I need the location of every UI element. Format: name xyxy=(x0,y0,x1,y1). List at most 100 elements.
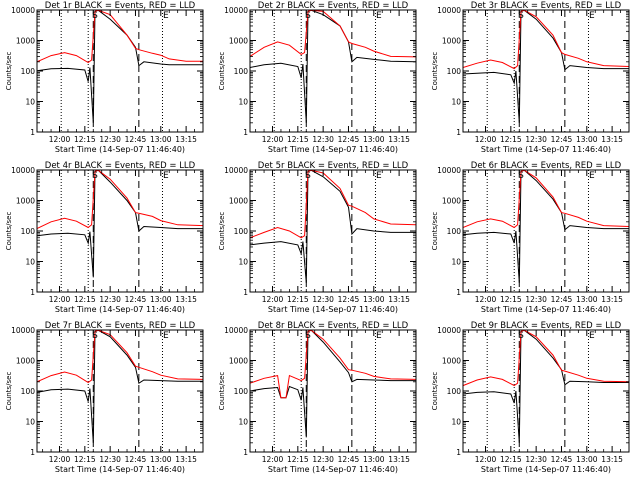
y-tick-label: 1 xyxy=(30,128,35,137)
y-tick-label: 10 xyxy=(451,98,461,107)
y-tick-label: 1 xyxy=(30,448,35,457)
events-series-line xyxy=(250,170,416,283)
x-tick-label: 12:30 xyxy=(525,455,547,464)
x-tick-label: 12:30 xyxy=(99,295,121,304)
y-tick-label: 1000 xyxy=(16,197,35,206)
events-series-line xyxy=(37,330,203,443)
y-tick-label: 1000 xyxy=(442,37,461,46)
x-tick-label: 13:00 xyxy=(363,455,385,464)
plot-frame xyxy=(462,329,630,453)
x-tick-label: 13:15 xyxy=(388,295,410,304)
plot-frame xyxy=(462,9,630,133)
x-tick-label: 13:00 xyxy=(150,455,172,464)
x-axis-label: Start Time (14-Sep-07 11:46:40) xyxy=(55,305,185,314)
events-series-line xyxy=(37,170,203,278)
x-tick-label: 12:45 xyxy=(551,455,573,464)
x-tick-label: 13:15 xyxy=(388,455,410,464)
x-tick-label: 12:45 xyxy=(338,135,360,144)
y-tick-label: 1 xyxy=(456,288,461,297)
x-tick-label: 12:30 xyxy=(312,295,334,304)
x-tick-label: 13:00 xyxy=(150,295,172,304)
plot-frame xyxy=(249,9,417,133)
x-tick-label: 13:15 xyxy=(601,295,623,304)
x-tick-label: 12:15 xyxy=(74,135,96,144)
x-tick-label: 12:15 xyxy=(500,455,522,464)
start-marker: S xyxy=(92,11,98,21)
x-tick-label: 12:00 xyxy=(262,135,284,144)
y-tick-label: 100 xyxy=(21,227,36,236)
y-tick-label: 1000 xyxy=(229,37,248,46)
events-series-line xyxy=(463,170,629,283)
start-marker: S xyxy=(92,171,98,181)
x-tick-label: 13:15 xyxy=(388,135,410,144)
y-tick-label: 10000 xyxy=(437,326,461,335)
x-tick-label: 12:00 xyxy=(49,295,71,304)
x-tick-label: 12:00 xyxy=(475,295,497,304)
lld-series-line xyxy=(37,170,203,230)
y-axis-label: Counts/sec xyxy=(5,372,13,411)
x-tick-label: 13:15 xyxy=(175,455,197,464)
x-tick-label: 12:15 xyxy=(287,295,309,304)
x-tick-label: 12:30 xyxy=(525,135,547,144)
y-axis-label: Counts/sec xyxy=(431,372,439,411)
y-tick-label: 100 xyxy=(447,227,462,236)
x-tick-label: 12:45 xyxy=(551,295,573,304)
x-axis-label: Start Time (14-Sep-07 11:46:40) xyxy=(481,145,611,154)
y-tick-label: 1 xyxy=(243,128,248,137)
y-tick-label: 10 xyxy=(451,258,461,267)
lld-series-line xyxy=(250,330,416,399)
x-axis-label: Start Time (14-Sep-07 11:46:40) xyxy=(481,465,611,474)
x-tick-label: 12:15 xyxy=(287,135,309,144)
x-tick-label: 12:00 xyxy=(49,455,71,464)
panel-title: Det 2r BLACK = Events, RED = LLD xyxy=(258,1,409,11)
x-tick-label: 12:30 xyxy=(525,295,547,304)
y-tick-label: 10 xyxy=(238,258,248,267)
panel-title: Det 4r BLACK = Events, RED = LLD xyxy=(45,161,196,171)
end-marker: E xyxy=(589,171,595,181)
y-tick-label: 10000 xyxy=(224,6,248,15)
x-tick-label: 13:15 xyxy=(601,135,623,144)
x-tick-label: 12:00 xyxy=(475,455,497,464)
x-tick-label: 12:30 xyxy=(312,455,334,464)
panel-title: Det 6r BLACK = Events, RED = LLD xyxy=(471,161,622,171)
x-axis-label: Start Time (14-Sep-07 11:46:40) xyxy=(268,465,398,474)
y-axis-label: Counts/sec xyxy=(218,372,226,411)
plot-frame xyxy=(36,169,204,293)
panel-title: Det 7r BLACK = Events, RED = LLD xyxy=(45,321,196,331)
y-tick-label: 10 xyxy=(25,258,35,267)
y-tick-label: 100 xyxy=(21,387,36,396)
start-marker: S xyxy=(518,331,524,341)
x-tick-label: 12:45 xyxy=(125,135,147,144)
end-marker: E xyxy=(376,171,382,181)
y-tick-label: 10000 xyxy=(11,326,35,335)
x-tick-label: 12:15 xyxy=(74,295,96,304)
y-tick-label: 100 xyxy=(447,387,462,396)
lld-series-line xyxy=(37,330,203,384)
y-axis-label: Counts/sec xyxy=(218,212,226,251)
x-tick-label: 13:15 xyxy=(601,455,623,464)
y-tick-label: 10000 xyxy=(11,6,35,15)
x-axis-label: Start Time (14-Sep-07 11:46:40) xyxy=(268,305,398,314)
y-tick-label: 1 xyxy=(243,448,248,457)
end-marker: E xyxy=(163,331,169,341)
plot-frame xyxy=(36,329,204,453)
plot-frame xyxy=(249,169,417,293)
lld-series-line xyxy=(250,10,416,58)
end-marker: E xyxy=(376,331,382,341)
y-tick-label: 100 xyxy=(21,67,36,76)
x-tick-label: 12:00 xyxy=(262,455,284,464)
panel-title: Det 9r BLACK = Events, RED = LLD xyxy=(471,321,622,331)
y-tick-label: 1000 xyxy=(442,197,461,206)
x-tick-label: 13:15 xyxy=(175,135,197,144)
x-tick-label: 12:45 xyxy=(338,295,360,304)
start-marker: S xyxy=(92,331,98,341)
y-tick-label: 10000 xyxy=(224,326,248,335)
start-marker: S xyxy=(305,331,311,341)
y-axis-label: Counts/sec xyxy=(5,212,13,251)
x-axis-label: Start Time (14-Sep-07 11:46:40) xyxy=(55,145,185,154)
